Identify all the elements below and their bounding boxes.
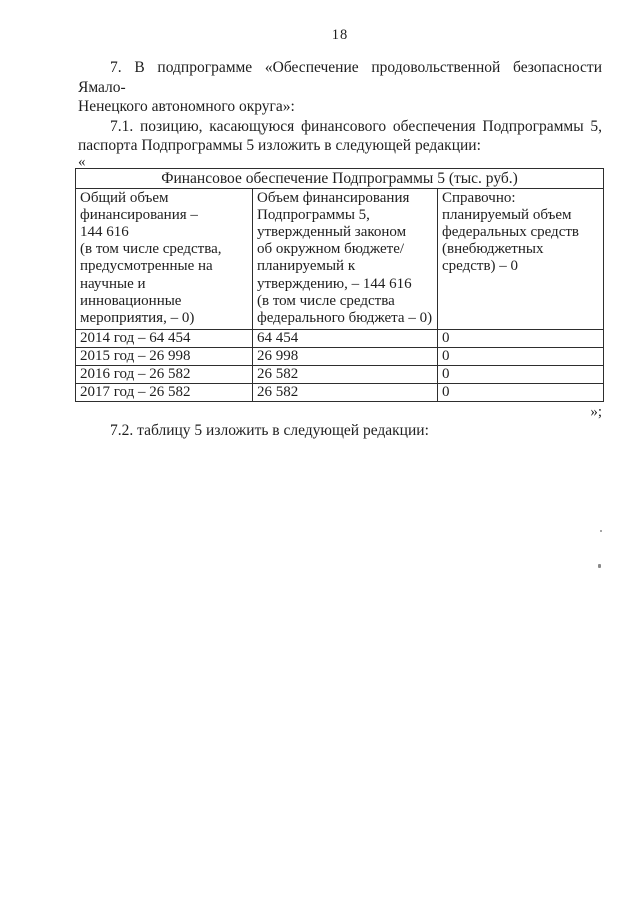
reference-cell: 0: [436, 383, 605, 403]
amount-cell: 26 582: [252, 383, 438, 403]
amount-cell: 26 998: [252, 347, 438, 367]
page-number: 18: [331, 27, 349, 43]
header-cell-reference: Справочно: планируемый объем федеральных…: [436, 187, 605, 331]
year-cell: 2015 год – 26 998: [75, 347, 253, 367]
year-cell: 2017 год – 26 582: [75, 383, 253, 403]
reference-cell: 0: [436, 365, 605, 385]
scan-speck: [598, 564, 601, 568]
opening-quote-mark: «: [78, 153, 86, 170]
table-title-row: Финансовое обеспечение Подпрограммы 5 (т…: [74, 167, 605, 189]
table-row-2016: 2016 год – 26 582 26 582 0: [75, 365, 605, 385]
scan-speck: [600, 530, 602, 532]
finance-table: Финансовое обеспечение Подпрограммы 5 (т…: [74, 167, 605, 403]
year-cell: 2014 год – 64 454: [75, 329, 253, 349]
paragraph-7-line-2: Ненецкого автономного округа»:: [78, 98, 295, 115]
paragraph-7-1-line-1: 7.1. позицию, касающуюся финансового обе…: [110, 117, 602, 135]
header-cell-approved-volume: Объем финансирования Подпрограммы 5, утв…: [252, 187, 438, 331]
table-title: Финансовое обеспечение Подпрограммы 5 (т…: [74, 167, 605, 189]
paragraph-7-line-1: 7. В подпрограмме «Обеспечение продоволь…: [78, 59, 602, 96]
amount-cell: 64 454: [252, 329, 438, 349]
table-header-row: Общий объем финансирования – 144 616 (в …: [75, 187, 605, 331]
header-cell-total-volume: Общий объем финансирования – 144 616 (в …: [75, 187, 253, 331]
year-cell: 2016 год – 26 582: [75, 365, 253, 385]
table-row-2015: 2015 год – 26 998 26 998 0: [75, 347, 605, 367]
paragraph-7-1-line-2: паспорта Подпрограммы 5 изложить в следу…: [78, 137, 481, 154]
table-row-2017: 2017 год – 26 582 26 582 0: [75, 383, 605, 403]
amount-cell: 26 582: [252, 365, 438, 385]
reference-cell: 0: [436, 329, 605, 349]
table-row-2014: 2014 год – 64 454 64 454 0: [75, 329, 605, 349]
paragraph-7-2: 7.2. таблицу 5 изложить в следующей реда…: [110, 422, 429, 440]
reference-cell: 0: [436, 347, 605, 367]
closing-quote-mark: »;: [590, 404, 602, 421]
